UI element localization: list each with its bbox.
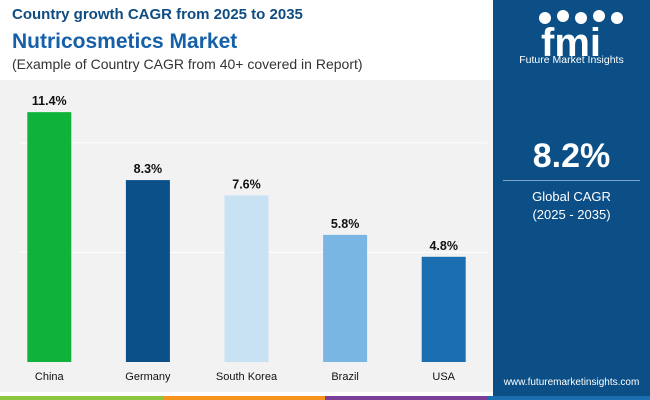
- page-title: Nutricosmetics Market: [12, 30, 238, 53]
- bottom-bar-segment: [162, 396, 325, 400]
- global-cagr-label: Global CAGR (2025 - 2035): [493, 188, 650, 224]
- logo-dot-icon: [593, 10, 605, 22]
- kpi-label-line2: (2025 - 2035): [532, 207, 611, 222]
- chart-panel: Country growth CAGR from 2025 to 2035 Nu…: [0, 0, 493, 392]
- bar-usa: [421, 256, 466, 362]
- fmi-logo: fmi: [539, 10, 623, 65]
- bar-south-korea: [224, 195, 269, 362]
- x-tick-label: Germany: [125, 371, 171, 383]
- sidebar: fmi Future Market Insights 8.2% Global C…: [493, 0, 650, 400]
- x-tick-label: China: [35, 371, 65, 383]
- header-line1: Country growth CAGR from 2025 to 2035: [12, 6, 303, 23]
- bar-chart: 11.4% China 8.3% Germany 7.6% South Korea 5.8%…: [20, 94, 487, 383]
- logo-dot-icon: [611, 12, 623, 24]
- logo-dot-icon: [539, 12, 551, 24]
- x-tick-label: USA: [432, 371, 455, 383]
- bar-germany: [125, 180, 170, 362]
- global-cagr-value: 8.2%: [532, 137, 611, 175]
- chart-header: Country growth CAGR from 2025 to 2035 Nu…: [0, 0, 493, 80]
- bottom-bar-segment: [325, 396, 488, 400]
- bottom-bar-segment: [487, 396, 650, 400]
- data-label: 4.8%: [429, 239, 458, 253]
- kpi-label-line1: Global CAGR: [532, 189, 611, 204]
- website-link[interactable]: www.futuremarketinsights.com: [503, 377, 640, 388]
- data-label: 8.3%: [134, 162, 163, 176]
- bar-brazil: [323, 234, 368, 362]
- kpi-divider: [503, 180, 640, 181]
- logo-letters: fmi: [541, 21, 601, 65]
- data-label: 7.6%: [232, 177, 261, 191]
- logo-dot-icon: [557, 10, 569, 22]
- data-label: 5.8%: [331, 217, 360, 231]
- bar-china: [27, 112, 72, 363]
- page-subtitle: (Example of Country CAGR from 40+ covere…: [12, 56, 363, 72]
- x-tick-label: South Korea: [216, 371, 278, 383]
- bottom-bar-segment: [0, 396, 163, 400]
- logo-dot-icon: [575, 12, 587, 24]
- x-tick-label: Brazil: [331, 371, 359, 383]
- logo-text: Future Market Insights: [519, 54, 624, 66]
- bottom-color-bar: [0, 396, 650, 400]
- data-label: 11.4%: [32, 94, 67, 108]
